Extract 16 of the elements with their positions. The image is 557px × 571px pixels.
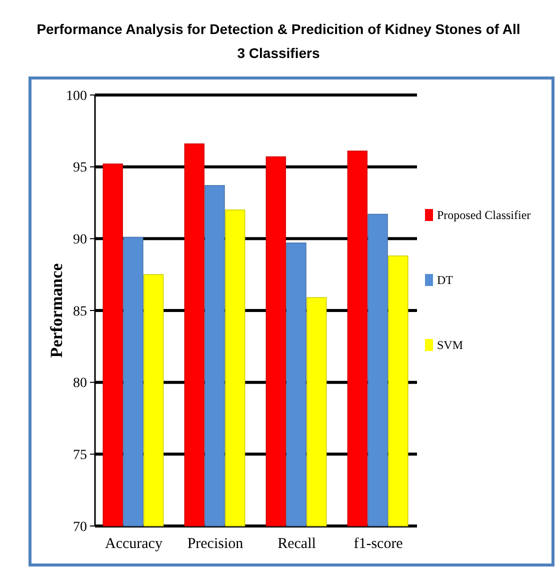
y-tick-label: 70 [73,520,87,535]
legend-label: Proposed Classifier [437,208,531,222]
y-axis-title: Performance [47,262,66,358]
legend-label: SVM [437,338,464,352]
x-tick-label: f1-score [354,536,404,552]
y-tick-label: 100 [66,88,87,104]
y-tick-label: 75 [73,448,87,464]
x-tick-label: Precision [187,536,244,552]
x-tick-label: Accuracy [104,536,163,552]
y-tick-label: 95 [73,160,87,176]
y-tick-label: 80 [73,376,87,392]
x-tick-label: Recall [278,536,316,552]
legend-label: DT [437,273,454,288]
y-tick-label: 85 [73,304,87,320]
y-tick-label: 90 [73,232,87,248]
chart-title: Performance Analysis for Detection & Predicition of Kidney Stones of All 3 Classifiers [36,21,520,61]
